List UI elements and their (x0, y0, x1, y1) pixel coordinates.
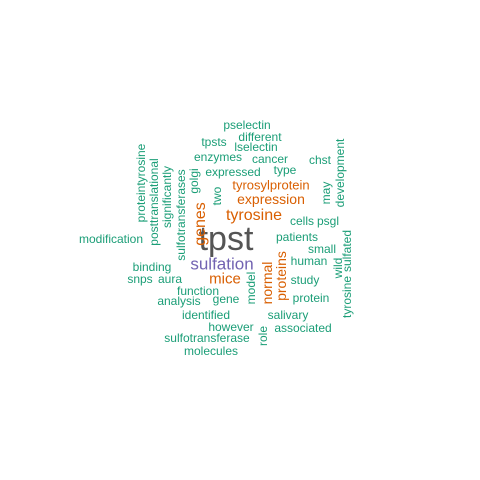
word-protein: protein (292, 291, 330, 305)
word-molecules: molecules (183, 344, 239, 358)
word-role: role (256, 325, 270, 347)
word-psgl: psgl (316, 214, 340, 228)
word-may: may (319, 181, 333, 205)
word-two: two (210, 186, 224, 206)
word-enzymes: enzymes (193, 150, 243, 164)
word-development: development (333, 138, 347, 208)
word-golgi: golgi (187, 168, 201, 194)
word-pselectin: pselectin (223, 118, 271, 132)
word-proteins: proteins (273, 251, 289, 301)
word-associated: associated (274, 321, 332, 335)
word-tyrosylprotein: tyrosylprotein (232, 177, 310, 193)
word-function: function (176, 284, 220, 298)
word-binding: binding (132, 260, 172, 274)
word-tpsts: tpsts (201, 135, 227, 149)
word-different: different (238, 130, 282, 144)
word-gene: gene (212, 292, 240, 306)
word-sulfotransferases: sulfotransferases (174, 169, 188, 261)
word-however: however (208, 320, 254, 334)
word-mice: mice (209, 270, 241, 288)
word-human: human (290, 254, 328, 268)
word-lselectin: lselectin (234, 140, 278, 154)
word-modification: modification (78, 232, 144, 246)
word-patients: patients (275, 230, 319, 244)
word-chst: chst (308, 153, 332, 167)
word-salivary: salivary (267, 308, 309, 322)
word-model: model (244, 271, 258, 305)
word-tpst: tpst (198, 220, 254, 258)
word-sulfation: sulfation (190, 254, 254, 274)
word-aura: aura (157, 272, 183, 286)
word-genes: genes (192, 202, 209, 246)
word-tyrosine: tyrosine (225, 207, 283, 224)
word-analysis: analysis (157, 294, 201, 308)
word-type: type (273, 163, 297, 177)
word-small: small (307, 242, 337, 256)
word-posttranslational: posttranslational (147, 158, 161, 246)
word-tyrosine-vertical: tyrosine (340, 275, 354, 319)
word-expression: expression (237, 191, 305, 207)
word-cancer: cancer (251, 152, 289, 166)
word-identified: identified (181, 308, 231, 322)
word-significantly: significantly (160, 165, 174, 229)
word-study: study (290, 273, 320, 287)
word-expressed: expressed (205, 165, 261, 179)
word-proteintyrosine: proteintyrosine (134, 143, 148, 223)
word-snps: snps (127, 272, 153, 286)
word-sulfotransferase: sulfotransferase (164, 331, 250, 345)
word-normal: normal (259, 261, 275, 305)
word-cells: cells (289, 214, 315, 228)
